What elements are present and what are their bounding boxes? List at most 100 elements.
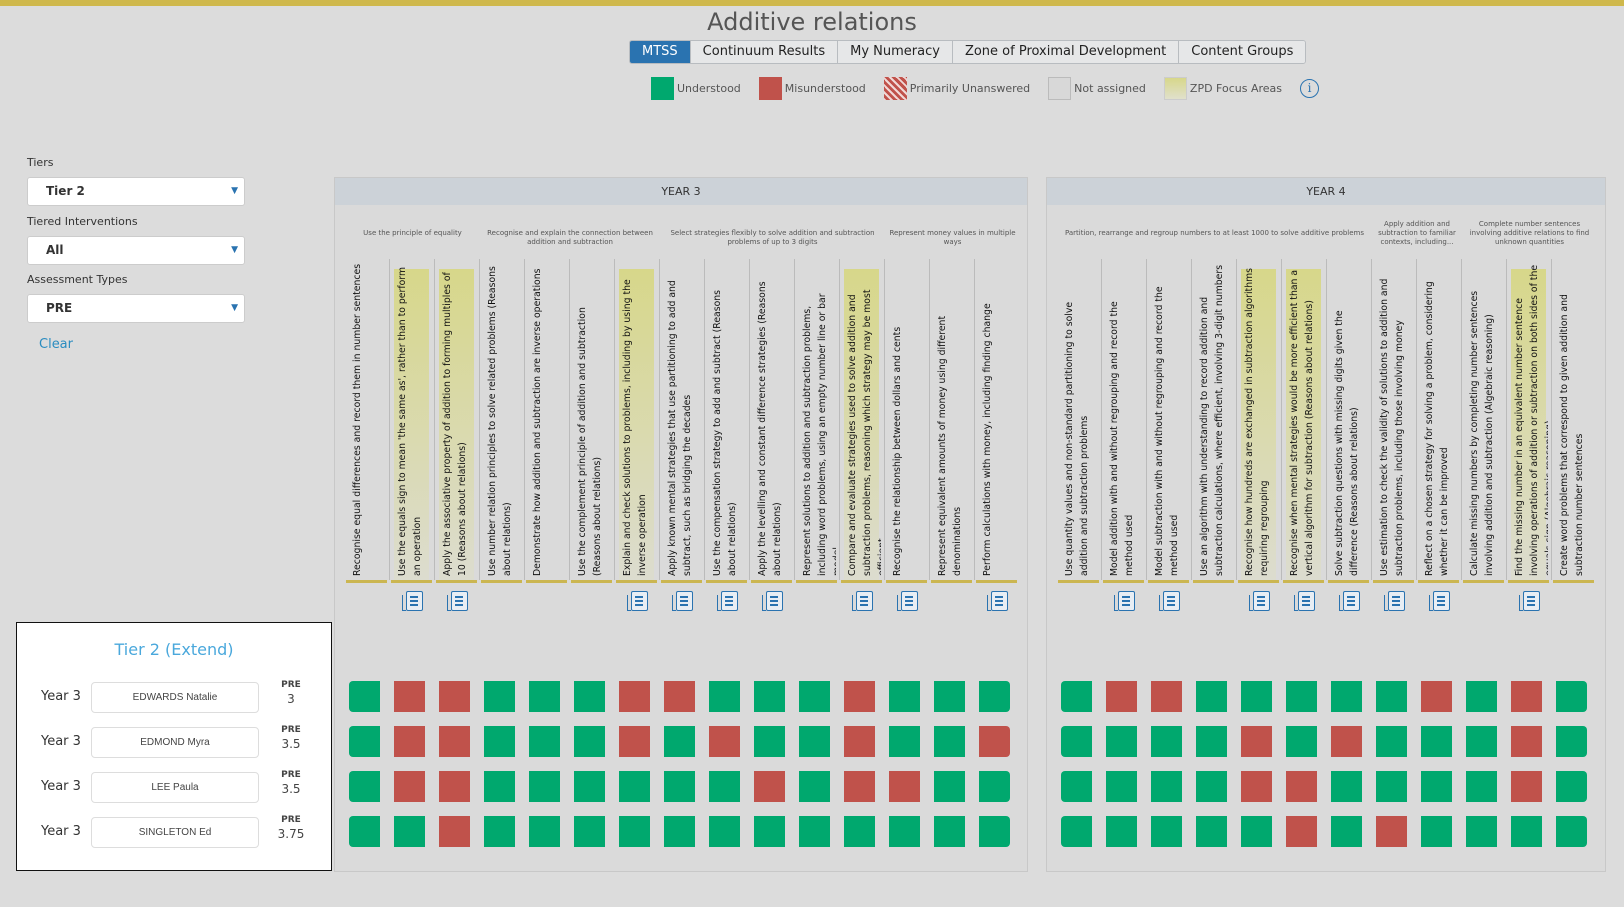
result-cell-understood[interactable] [1151,816,1182,847]
result-cell-misunderstood[interactable] [844,726,875,757]
result-cell-understood[interactable] [889,726,920,757]
result-cell-understood[interactable] [349,771,380,802]
result-cell-understood[interactable] [529,726,560,757]
result-cell-misunderstood[interactable] [844,681,875,712]
result-cell-understood[interactable] [1466,726,1497,757]
result-cell-misunderstood[interactable] [1106,681,1137,712]
result-cell-understood[interactable] [529,771,560,802]
result-cell-understood[interactable] [1556,816,1587,847]
result-cell-understood[interactable] [709,681,740,712]
result-cell-misunderstood[interactable] [619,726,650,757]
result-cell-understood[interactable] [349,726,380,757]
result-cell-understood[interactable] [394,816,425,847]
result-cell-understood[interactable] [574,771,605,802]
result-cell-misunderstood[interactable] [1331,726,1362,757]
result-cell-understood[interactable] [979,816,1010,847]
result-cell-misunderstood[interactable] [1376,816,1407,847]
student-name-button[interactable]: SINGLETON Ed [91,817,259,848]
document-icon[interactable] [897,591,918,611]
result-cell-understood[interactable] [1061,726,1092,757]
result-cell-understood[interactable] [934,771,965,802]
result-cell-understood[interactable] [484,726,515,757]
result-cell-understood[interactable] [1241,681,1272,712]
result-cell-misunderstood[interactable] [1511,771,1542,802]
result-cell-misunderstood[interactable] [754,771,785,802]
result-cell-understood[interactable] [799,771,830,802]
student-name-button[interactable]: LEE Paula [91,772,259,803]
clear-filters-link[interactable]: Clear [39,337,73,352]
result-cell-understood[interactable] [889,681,920,712]
result-cell-understood[interactable] [1331,681,1362,712]
result-cell-understood[interactable] [529,816,560,847]
result-cell-understood[interactable] [1286,726,1317,757]
result-cell-understood[interactable] [1196,681,1227,712]
result-cell-understood[interactable] [1421,816,1452,847]
result-cell-misunderstood[interactable] [394,726,425,757]
result-cell-misunderstood[interactable] [439,771,470,802]
result-cell-understood[interactable] [1421,726,1452,757]
document-icon[interactable] [1159,591,1180,611]
result-cell-misunderstood[interactable] [439,816,470,847]
result-cell-understood[interactable] [1556,771,1587,802]
result-cell-understood[interactable] [574,816,605,847]
result-cell-understood[interactable] [1466,771,1497,802]
result-cell-understood[interactable] [484,771,515,802]
document-icon[interactable] [1114,591,1135,611]
result-cell-understood[interactable] [754,726,785,757]
result-cell-misunderstood[interactable] [1241,726,1272,757]
result-cell-misunderstood[interactable] [844,771,875,802]
assessment-types-select[interactable]: PRE ▼ [27,294,245,323]
result-cell-misunderstood[interactable] [619,681,650,712]
result-cell-misunderstood[interactable] [664,681,695,712]
result-cell-misunderstood[interactable] [439,681,470,712]
document-icon[interactable] [627,591,648,611]
tab-continuum-results[interactable]: Continuum Results [690,41,839,63]
result-cell-misunderstood[interactable] [1241,771,1272,802]
result-cell-understood[interactable] [979,771,1010,802]
document-icon[interactable] [852,591,873,611]
result-cell-understood[interactable] [349,681,380,712]
result-cell-understood[interactable] [664,726,695,757]
result-cell-understood[interactable] [484,681,515,712]
tab-zone-of-proximal-development[interactable]: Zone of Proximal Development [952,41,1180,63]
document-icon[interactable] [1429,591,1450,611]
result-cell-misunderstood[interactable] [1511,681,1542,712]
result-cell-understood[interactable] [1196,726,1227,757]
result-cell-understood[interactable] [1106,816,1137,847]
result-cell-understood[interactable] [1286,681,1317,712]
document-icon[interactable] [1294,591,1315,611]
result-cell-understood[interactable] [1106,771,1137,802]
document-icon[interactable] [717,591,738,611]
result-cell-understood[interactable] [1376,771,1407,802]
result-cell-misunderstood[interactable] [1151,681,1182,712]
result-cell-understood[interactable] [934,816,965,847]
result-cell-understood[interactable] [349,816,380,847]
result-cell-understood[interactable] [664,816,695,847]
result-cell-understood[interactable] [1511,816,1542,847]
result-cell-understood[interactable] [1331,771,1362,802]
result-cell-understood[interactable] [844,816,875,847]
document-icon[interactable] [402,591,423,611]
result-cell-understood[interactable] [889,816,920,847]
result-cell-understood[interactable] [799,726,830,757]
tiered-interventions-select[interactable]: All ▼ [27,236,245,265]
result-cell-understood[interactable] [664,771,695,802]
result-cell-understood[interactable] [1151,726,1182,757]
tab-mtss[interactable]: MTSS [630,41,691,63]
result-cell-misunderstood[interactable] [1286,816,1317,847]
document-icon[interactable] [1339,591,1360,611]
result-cell-misunderstood[interactable] [979,726,1010,757]
result-cell-misunderstood[interactable] [709,726,740,757]
result-cell-understood[interactable] [799,681,830,712]
result-cell-understood[interactable] [1556,726,1587,757]
result-cell-understood[interactable] [934,726,965,757]
result-cell-misunderstood[interactable] [394,771,425,802]
result-cell-misunderstood[interactable] [889,771,920,802]
result-cell-understood[interactable] [1421,771,1452,802]
student-name-button[interactable]: EDWARDS Natalie [91,682,259,713]
result-cell-understood[interactable] [619,771,650,802]
document-icon[interactable] [1519,591,1540,611]
result-cell-understood[interactable] [1151,771,1182,802]
result-cell-understood[interactable] [1061,816,1092,847]
document-icon[interactable] [987,591,1008,611]
